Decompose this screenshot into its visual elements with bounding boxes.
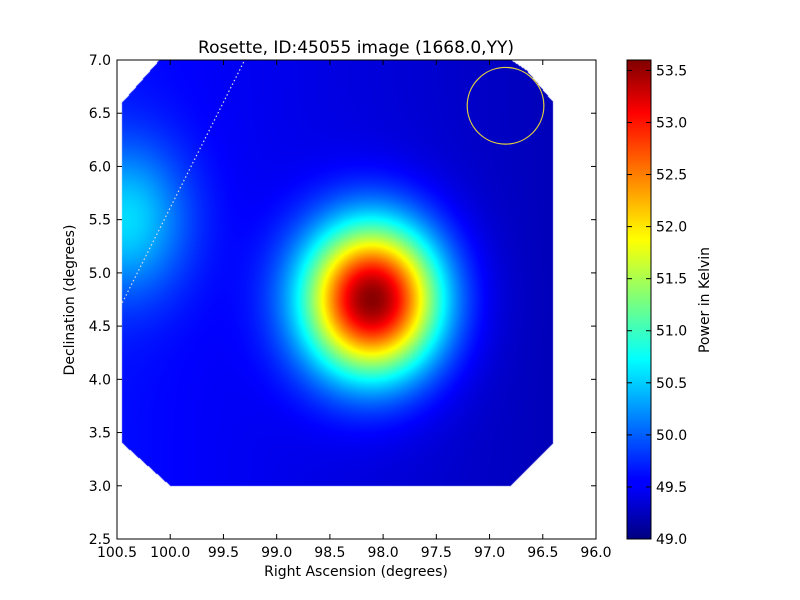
x-tick-label: 99.5 — [208, 545, 239, 561]
plot-area: 100.5 100.0 99.5 99.0 98.5 98.0 97.5 97.0 96.5 96… — [89, 53, 612, 561]
colorbar-tick-label: 51.5 — [656, 272, 687, 288]
colorbar-tick-label: 51.0 — [656, 324, 687, 340]
colorbar-tick-label: 49.0 — [656, 532, 687, 548]
x-tick-label: 99.0 — [261, 545, 292, 561]
x-tick-label: 97.5 — [421, 545, 452, 561]
y-axis: 2.5 3.0 3.5 4.0 4.5 5.0 5.5 6.0 6.5 7.0 — [89, 53, 596, 548]
colorbar-ticks: 49.0 49.5 50.0 50.5 51.0 51.5 52.0 52.5 53.0 53.5 — [627, 63, 687, 548]
x-tick-label: 96.0 — [580, 545, 611, 561]
y-tick-label: 4.5 — [89, 319, 111, 335]
colorbar-tick-label: 53.0 — [656, 115, 687, 131]
colorbar-tick-label: 53.5 — [656, 63, 687, 79]
colorbar-tick-label: 52.0 — [656, 220, 687, 236]
y-tick-label: 6.0 — [89, 159, 111, 175]
colorbar-tick-label: 50.0 — [656, 428, 687, 444]
y-tick-label: 2.5 — [89, 532, 111, 548]
x-tick-label: 97.0 — [474, 545, 505, 561]
y-axis-label: Declination (degrees) — [62, 225, 78, 376]
y-tick-label: 7.0 — [89, 53, 111, 69]
colorbar-label: Power in Kelvin — [697, 247, 713, 353]
axes-frame — [116, 59, 597, 540]
x-axis-label: Right Ascension (degrees) — [264, 564, 448, 580]
colorbar: 49.0 49.5 50.0 50.5 51.0 51.5 52.0 52.5 53.0 53.5… — [626, 59, 713, 548]
dotted-line — [121, 60, 246, 303]
x-tick-label: 96.5 — [527, 545, 558, 561]
x-tick-label: 98.5 — [314, 545, 345, 561]
beam-circle — [466, 66, 545, 145]
x-axis: 100.5 100.0 99.5 99.0 98.5 98.0 97.5 97.0 96.5 96… — [97, 60, 612, 561]
heatmap-image — [117, 60, 596, 539]
colorbar-tick-label: 52.5 — [656, 168, 687, 184]
colorbar-tick-label: 50.5 — [656, 376, 687, 392]
chart-title: Rosette, ID:45055 image (1668.0,YY) — [198, 38, 514, 58]
y-tick-label: 3.5 — [89, 426, 111, 442]
y-tick-label: 5.5 — [89, 213, 111, 229]
y-tick-label: 4.0 — [89, 372, 111, 388]
colorbar-bar — [626, 59, 652, 540]
y-tick-label: 5.0 — [89, 266, 111, 282]
x-tick-label: 98.0 — [368, 545, 399, 561]
x-tick-label: 100.5 — [97, 545, 137, 561]
y-tick-label: 3.0 — [89, 479, 111, 495]
x-tick-label: 100.0 — [150, 545, 190, 561]
colorbar-tick-label: 49.5 — [656, 480, 687, 496]
y-tick-label: 6.5 — [89, 106, 111, 122]
